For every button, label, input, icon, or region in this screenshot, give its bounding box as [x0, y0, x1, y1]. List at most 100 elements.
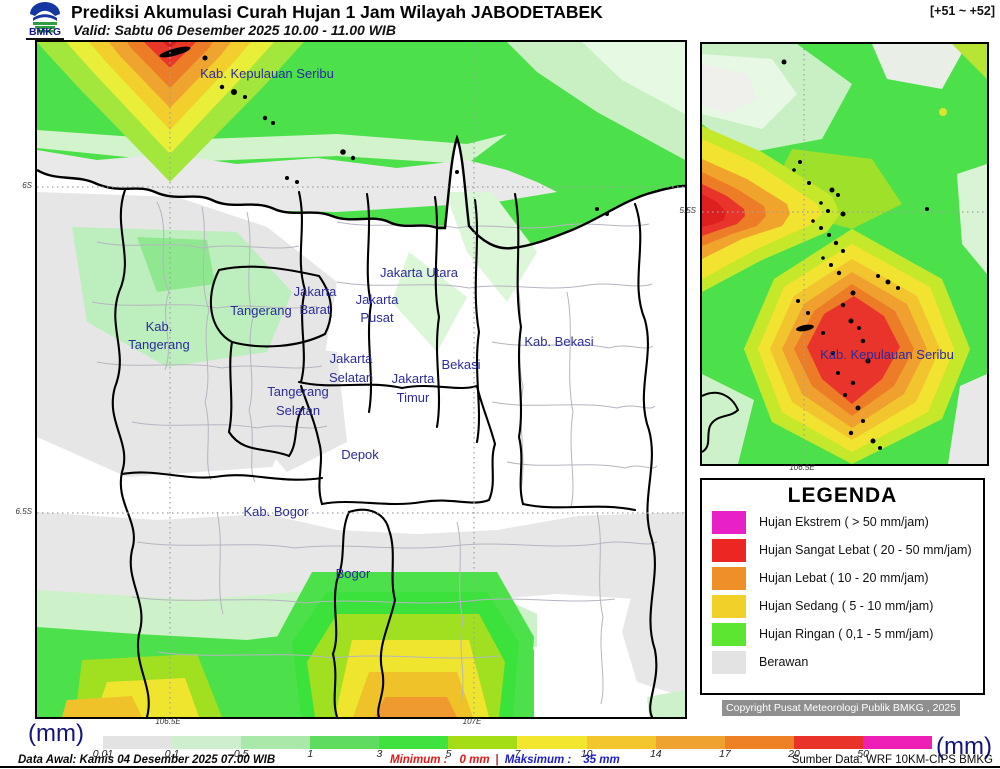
- label-jakarta-selatan-2: Selatan: [329, 370, 373, 385]
- lat-tick-6-5s: 6.5S: [15, 507, 32, 516]
- swatch-ringan: [712, 622, 746, 646]
- label-jakarta-timur-2: Timur: [397, 390, 430, 405]
- label-tangerang-selatan-1: Tangerang: [267, 384, 328, 399]
- label-bogor: Bogor: [336, 566, 371, 581]
- maksimum-label: Maksimum :: [504, 754, 572, 766]
- inset-label-kab-kepulauan-seribu: Kab. Kepulauan Seribu: [820, 347, 954, 362]
- inset-coastline: [701, 391, 740, 453]
- label-jakarta-barat-1: Jakarta: [294, 284, 337, 299]
- label-tangerang: Tangerang: [230, 303, 291, 318]
- colorbar-unit-right: (mm): [936, 733, 992, 760]
- colorbar-tick: 50: [857, 748, 869, 760]
- valid-time-subtitle: Valid: Sabtu 06 Desember 2025 10.00 - 11…: [73, 22, 396, 38]
- inset-west-rain-blob: [702, 126, 840, 292]
- inset-islands: [781, 59, 929, 450]
- colorbar-segment: [241, 736, 311, 749]
- legend-row-sangat-lebat: Hujan Sangat Lebat ( 20 - 50 mm/jam): [702, 536, 983, 564]
- main-map-canvas: Kab. Kepulauan Seribu Jakarta Utara Jaka…: [0, 2, 686, 719]
- label-kab-bekasi: Kab. Bekasi: [524, 334, 593, 349]
- label-depok: Depok: [341, 447, 379, 462]
- main-rainfall-map: Kab. Kepulauan Seribu Jakarta Utara Jaka…: [0, 2, 687, 719]
- data-awal-text: Data Awal: Kamis 04 Desember 2025 07.00 …: [18, 754, 276, 766]
- legend-row-ekstrem: Hujan Ekstrem ( > 50 mm/jam): [702, 508, 983, 536]
- inset-map-canvas: Kab. Kepulauan Seribu: [701, 44, 987, 464]
- inset-seribu-rain-blob: [744, 229, 970, 464]
- copyright-bar: Copyright Pusat Meteorologi Publik BMKG …: [722, 700, 960, 716]
- legend-row-berawan: Berawan: [702, 648, 983, 676]
- colorbar-tick: 20: [788, 748, 800, 760]
- legend-row-ringan: Hujan Ringan ( 0,1 - 5 mm/jam): [702, 620, 983, 648]
- colorbar-segment: [793, 736, 863, 749]
- colorbar: [103, 736, 932, 749]
- coastline: [36, 134, 686, 250]
- colorbar-segment: [379, 736, 449, 749]
- bottom-border: [0, 766, 1000, 768]
- swatch-sangat-lebat: [712, 538, 746, 562]
- colorbar-segment: [586, 736, 656, 749]
- colorbar-segment: [862, 736, 932, 749]
- legend-row-lebat: Hujan Lebat ( 10 - 20 mm/jam): [702, 564, 983, 592]
- label-jakarta-pusat-1: Jakarta: [356, 292, 399, 307]
- islands: [159, 46, 609, 216]
- colorbar-segment: [103, 736, 173, 749]
- inset-seribu-map: Kab. Kepulauan Seribu: [700, 42, 989, 466]
- colorbar-unit-left: (mm): [28, 720, 84, 747]
- forecast-hour-range: [+51 ~ +52]: [930, 4, 995, 18]
- colorbar-tick: 17: [719, 748, 731, 760]
- label-jakarta-pusat-2: Pusat: [360, 310, 394, 325]
- colorbar-segment: [655, 736, 725, 749]
- colorbar-segment: [172, 736, 242, 749]
- label-jakarta-barat-2: Barat: [299, 302, 330, 317]
- colorbar-segment: [517, 736, 587, 749]
- colorbar-segment: [724, 736, 794, 749]
- bmkg-logo-label: BMKG: [26, 26, 64, 40]
- label-bekasi: Bekasi: [441, 357, 480, 372]
- colorbar-tick: 10: [580, 748, 593, 760]
- colorbar-tick: 14: [649, 748, 662, 760]
- swatch-sedang: [712, 594, 746, 618]
- swatch-berawan: [712, 650, 746, 674]
- land-layer: [37, 138, 685, 717]
- label-kab-kepulauan-seribu: Kab. Kepulauan Seribu: [200, 66, 334, 81]
- legend-label-berawan: Berawan: [759, 655, 809, 669]
- label-jakarta-selatan-1: Jakarta: [330, 351, 373, 366]
- colorbar-tick: 3: [376, 748, 383, 760]
- colorbar-tick: 1: [307, 748, 314, 760]
- province-borders: [111, 188, 658, 719]
- graticule: [37, 42, 685, 717]
- colorbar-tick: 0.01: [92, 748, 114, 760]
- page-title: Prediksi Akumulasi Curah Hujan 1 Jam Wil…: [71, 2, 603, 22]
- label-tangerang-selatan-2: Selatan: [276, 403, 320, 418]
- legend-label-ekstrem: Hujan Ekstrem ( > 50 mm/jam): [759, 515, 929, 529]
- swatch-ekstrem: [712, 510, 746, 534]
- legend-label-sangat-lebat: Hujan Sangat Lebat ( 20 - 50 mm/jam): [759, 543, 972, 557]
- colorbar-tick: 7: [514, 748, 521, 760]
- lon-tick-107e: 107E: [462, 717, 482, 726]
- label-kab-bogor: Kab. Bogor: [243, 504, 309, 519]
- colorbar-tick: 0.5: [233, 748, 249, 760]
- swatch-lebat: [712, 566, 746, 590]
- inset-lon-tick-106-5e: 106.5E: [789, 463, 815, 472]
- legend-box: LEGENDA Hujan Ekstrem ( > 50 mm/jam) Huj…: [700, 478, 985, 695]
- bmkg-logo-icon: [30, 2, 60, 33]
- colorbar-segment: [448, 736, 518, 749]
- label-jakarta-timur-1: Jakarta: [392, 371, 435, 386]
- lon-tick-106-5e: 106.5E: [155, 717, 181, 726]
- minimum-label: Minimum :: [390, 754, 448, 766]
- legend-title: LEGENDA: [787, 484, 898, 507]
- district-borders: [91, 201, 658, 705]
- legend-label-ringan: Hujan Ringan ( 0,1 - 5 mm/jam): [759, 627, 934, 641]
- min-max-separator: |: [495, 754, 499, 766]
- inset-lat-tick-5-5s: 5.5S: [679, 206, 696, 215]
- colorbar-ticks: 0.01 0.1 0.5 1 3 5 7 10 14 17 20 50: [93, 748, 935, 760]
- colorbar-segment: [310, 736, 380, 749]
- sumber-data-text: Sumber Data: WRF 10KM-CIPS BMKG: [791, 754, 993, 766]
- maksimum-value: 35 mm: [583, 754, 620, 766]
- legend-label-sedang: Hujan Sedang ( 5 - 10 mm/jam): [759, 599, 934, 613]
- minimum-value: 0 mm: [459, 754, 490, 766]
- legend-label-lebat: Hujan Lebat ( 10 - 20 mm/jam): [759, 571, 929, 585]
- colorbar-tick: 5: [445, 748, 452, 760]
- region-labels: Kab. Kepulauan Seribu Jakarta Utara Jaka…: [128, 66, 594, 581]
- label-kab-tangerang-2: Tangerang: [128, 337, 189, 352]
